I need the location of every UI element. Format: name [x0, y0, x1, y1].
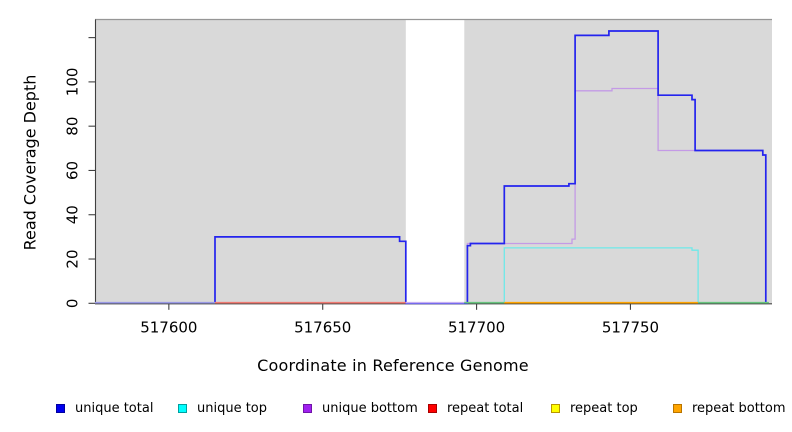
x-tick-label: 517600 — [140, 318, 197, 336]
unique-top-swatch-icon — [178, 403, 187, 413]
series-unique-total — [214, 30, 767, 305]
unique-total-swatch-icon — [56, 403, 65, 413]
y-tick-label: 40 — [64, 205, 82, 224]
y-tick-label: 80 — [64, 117, 82, 136]
x-tick-label: 517650 — [294, 318, 351, 336]
y-tick-label: 0 — [64, 299, 82, 309]
plot-background — [95, 19, 406, 304]
y-axis-title-text: Read Coverage Depth — [20, 74, 40, 251]
repeat-bottom-swatch-icon — [673, 403, 682, 413]
legend-label: repeat total — [447, 400, 524, 416]
series-unique-top — [503, 247, 699, 304]
repeat-top-swatch-icon — [551, 403, 560, 413]
legend-label: unique bottom — [322, 400, 418, 416]
legend-label: repeat bottom — [692, 400, 786, 416]
y-axis-title: Read Coverage Depth — [21, 13, 40, 313]
legend-item-unique-bottom: unique bottom — [303, 399, 418, 417]
x-tick-label: 517750 — [602, 318, 659, 336]
repeat-total-swatch-icon — [428, 403, 437, 413]
chart-svg: 517600 517650 517700 517750 0 20 40 60 80 100 — [64, 18, 772, 336]
y-tick-label: 60 — [64, 161, 82, 180]
legend-item-repeat-bottom: repeat bottom — [673, 399, 786, 417]
x-axis-title: Coordinate in Reference Genome — [0, 356, 792, 375]
legend-item-unique-top: unique top — [178, 399, 267, 417]
legend-item-unique-total: unique total — [56, 399, 153, 417]
x-tick-label: 517700 — [448, 318, 505, 336]
legend: unique total unique top unique bottom re… — [0, 399, 792, 419]
legend-label: unique total — [75, 400, 154, 416]
plot-background — [464, 19, 772, 304]
legend-item-repeat-top: repeat top — [551, 399, 638, 417]
x-axis-title-text: Coordinate in Reference Genome — [257, 356, 529, 375]
legend-item-repeat-total: repeat total — [428, 399, 523, 417]
y-tick-label: 20 — [64, 249, 82, 268]
legend-label: unique top — [197, 400, 268, 416]
y-tick-label: 100 — [64, 68, 82, 97]
unique-bottom-swatch-icon — [303, 403, 312, 413]
legend-label: repeat top — [570, 400, 638, 416]
